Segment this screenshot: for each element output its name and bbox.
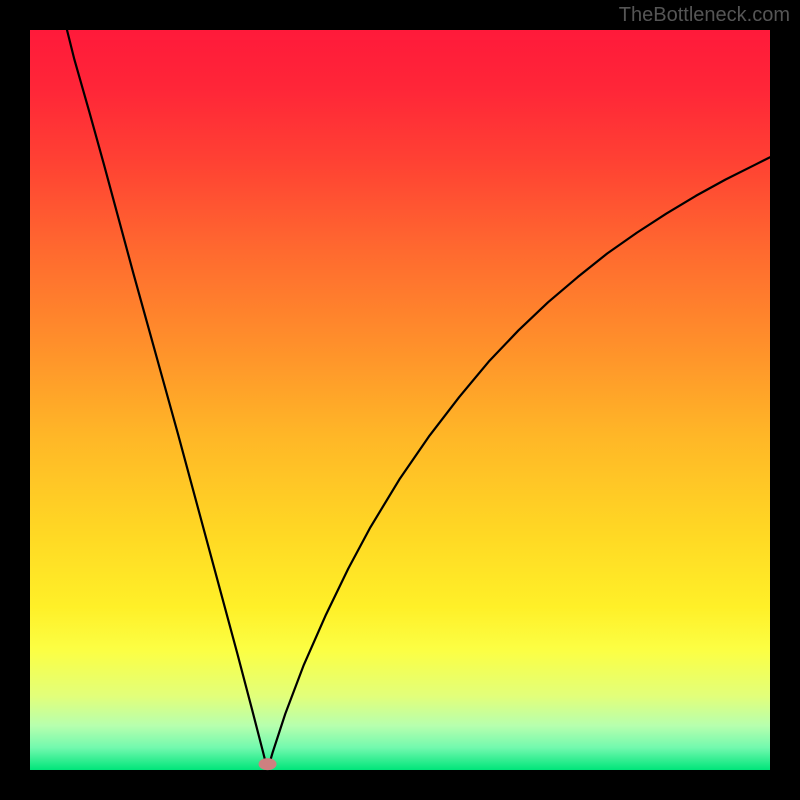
chart-container: TheBottleneck.com (0, 0, 800, 800)
watermark-text: TheBottleneck.com (619, 4, 790, 27)
bottleneck-chart (0, 0, 800, 800)
optimal-point-marker (259, 758, 277, 770)
plot-background (30, 30, 770, 770)
